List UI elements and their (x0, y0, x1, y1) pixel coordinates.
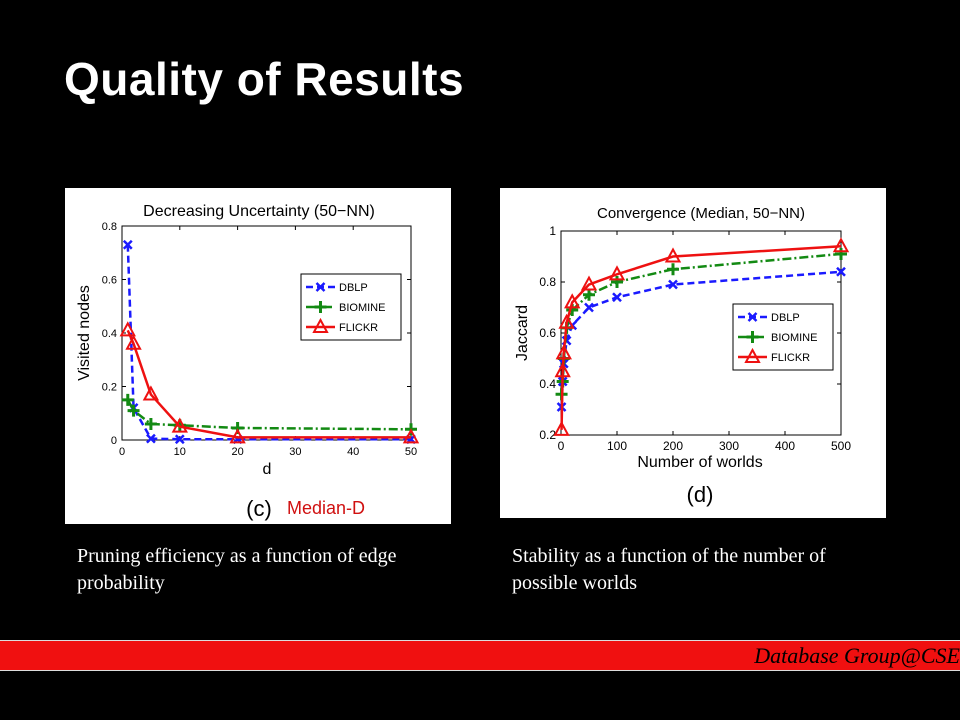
data-point-dblp (174, 434, 185, 445)
legend-label-flickr: FLICKR (339, 322, 378, 334)
data-point-dblp (122, 239, 133, 250)
x-tick-label: 10 (174, 446, 186, 458)
data-point-flickr (171, 417, 188, 433)
legend-label-flickr: FLICKR (771, 352, 810, 364)
x-tick-label: 20 (231, 446, 243, 458)
legend-marker-biomine (314, 301, 327, 313)
data-point-flickr (229, 428, 246, 444)
series-line-biomine (126, 399, 412, 431)
x-tick-label: 30 (289, 446, 301, 458)
y-tick-label: 0.2 (539, 428, 556, 442)
caption-stability: Stability as a function of the number of… (512, 545, 826, 594)
x-tick-label: 100 (607, 439, 627, 453)
x-tick-label: 50 (405, 446, 417, 458)
x-axis-label: Number of worlds (637, 454, 762, 471)
y-tick-label: 0.6 (102, 275, 117, 287)
data-point-flickr (125, 334, 142, 350)
y-tick-label: 0.4 (102, 328, 117, 340)
x-tick-label: 0 (119, 446, 125, 458)
footer-text: Database Group@CSE (754, 643, 960, 668)
y-tick-label: 0.2 (102, 382, 117, 394)
data-point-dblp (836, 266, 846, 277)
legend: DBLP BIOMINE FLICKR (300, 273, 402, 341)
data-point-flickr (580, 275, 598, 291)
data-point-biomine (667, 263, 679, 276)
chart-pruning-efficiency: Decreasing Uncertainty (50−NN) 0 10 20 30 40 5… (76, 203, 420, 521)
chart-title: Convergence (Median, 50−NN) (597, 205, 805, 222)
series-biomine (121, 393, 417, 436)
chart-convergence: Convergence (Median, 50−NN) 0 100 200 300 400… (514, 205, 851, 507)
data-point-flickr (564, 293, 581, 309)
y-tick-label: 0.4 (539, 377, 556, 391)
footer-bar: Database Group@CSE (0, 640, 960, 671)
y-tick-label: 0.8 (539, 275, 556, 289)
data-point-flickr (142, 385, 160, 401)
data-point-flickr (402, 428, 420, 444)
data-point-dblp (612, 292, 622, 303)
data-point-dblp (584, 302, 594, 313)
x-tick-label: 0 (558, 439, 565, 453)
data-point-biomine (144, 417, 157, 430)
x-tick-label: 40 (347, 446, 359, 458)
data-point-dblp (668, 279, 678, 290)
data-point-dblp (146, 433, 156, 444)
data-point-flickr (608, 265, 626, 281)
data-point-flickr (558, 313, 575, 329)
series-flickr (119, 321, 420, 444)
legend: DBLP BIOMINE FLICKR (732, 303, 834, 371)
y-axis-label: Jaccard (514, 305, 531, 361)
data-point-flickr (554, 362, 571, 378)
data-point-biomine (835, 247, 847, 260)
slide-title: Quality of Results (64, 53, 465, 105)
x-tick-label: 500 (831, 439, 851, 453)
legend-marker-flickr (744, 347, 761, 363)
panel-label: (d) (687, 482, 714, 507)
data-point-flickr (119, 321, 136, 337)
panel-label: (c) (246, 496, 272, 521)
legend-marker-biomine (746, 331, 759, 343)
panel-note: Median-D (287, 498, 365, 518)
chart-panel-left: Decreasing Uncertainty (50−NN) 0 10 20 30 40 5… (65, 188, 451, 524)
legend-label-dblp: DBLP (771, 312, 800, 324)
data-point-biomine (121, 393, 134, 406)
data-point-flickr (664, 247, 682, 263)
x-tick-label: 200 (663, 439, 683, 453)
legend-label-dblp: DBLP (339, 282, 368, 294)
legend-label-biomine: BIOMINE (771, 332, 817, 344)
data-point-flickr (553, 420, 570, 436)
y-axis-label: Visited nodes (76, 285, 93, 381)
series-line-flickr (126, 329, 411, 439)
y-tick-label: 0 (111, 435, 117, 447)
x-tick-label: 300 (719, 439, 739, 453)
chart-title: Decreasing Uncertainty (50−NN) (143, 203, 375, 220)
data-point-biomine (611, 276, 623, 288)
y-tick-label: 0.6 (539, 326, 556, 340)
legend-marker-flickr (312, 317, 329, 333)
series-line-dblp (126, 244, 411, 441)
x-tick-label: 400 (775, 439, 795, 453)
data-point-biomine (583, 288, 595, 301)
y-tick-label: 1 (549, 224, 556, 238)
legend-marker-dblp (315, 282, 326, 292)
series-flickr (553, 237, 850, 436)
x-axis-label: d (263, 461, 272, 478)
legend-marker-dblp (747, 312, 758, 322)
y-tick-label: 0.8 (102, 221, 117, 233)
data-point-flickr (555, 344, 572, 360)
caption-pruning-efficiency: Pruning efficiency as a function of edge… (77, 545, 397, 594)
data-point-flickr (832, 237, 850, 253)
legend-label-biomine: BIOMINE (339, 302, 385, 314)
chart-panel-right: Convergence (Median, 50−NN) 0 100 200 300 400… (500, 188, 886, 518)
data-point-biomine (127, 404, 140, 417)
